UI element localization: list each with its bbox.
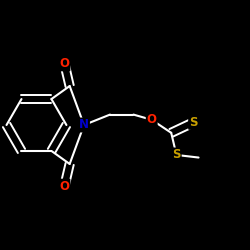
Text: S: S: [172, 148, 181, 162]
Text: O: O: [147, 113, 157, 126]
Text: S: S: [189, 116, 198, 129]
Text: O: O: [60, 180, 70, 192]
Text: N: N: [79, 118, 89, 132]
Text: O: O: [60, 58, 70, 70]
